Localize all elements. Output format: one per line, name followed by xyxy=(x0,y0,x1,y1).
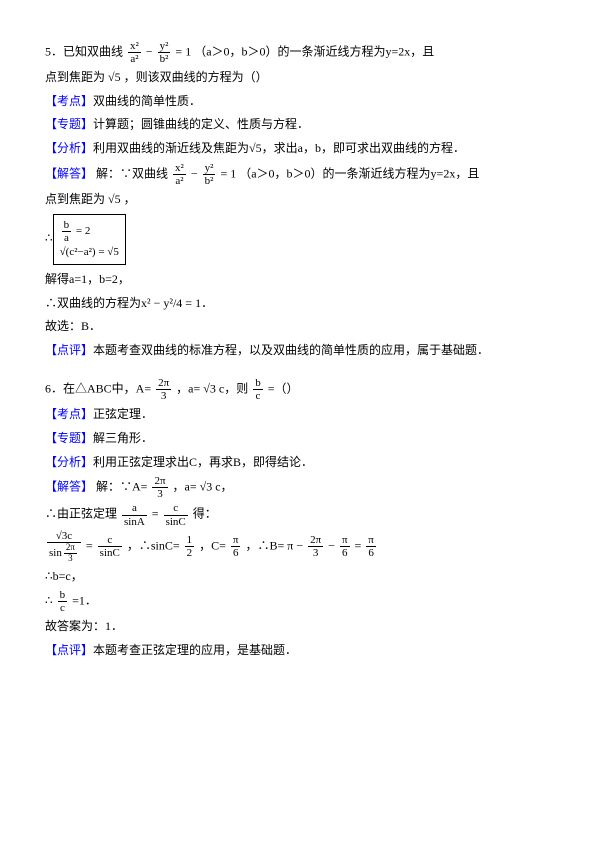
minus: − xyxy=(146,44,153,58)
box-line2: √(c²−a²) = √5 xyxy=(60,245,119,260)
dianping-1: 【点评】本题考查双曲线的标准方程，以及双曲线的简单性质的应用，属于基础题． xyxy=(45,340,550,362)
sqrt5: √5 xyxy=(108,70,121,84)
frac-mid: csinC xyxy=(98,534,122,559)
q5-suffix: （a＞0，b＞0）的一条渐近线方程为y=2x，且 xyxy=(194,44,434,58)
solve-line: 解得a=1，b=2， xyxy=(45,269,550,291)
eq1: = 1 xyxy=(175,44,191,58)
frac-bc-final: bc xyxy=(58,589,68,614)
q5-line2: 点到焦距为 √5 ，则该双曲线的方程为（） xyxy=(45,67,550,89)
choose-line: 故选：B． xyxy=(45,316,550,338)
frac-2pi3-c: 2π3 xyxy=(308,534,323,559)
frac-2pi3: 2π3 xyxy=(156,377,171,402)
ratio-line: ∴ bc =1． xyxy=(45,589,550,614)
q6-line: 6．在△ABC中，A= 2π3 ，a= √3 c，则 bc =（） xyxy=(45,377,550,402)
q5-line1: 5．已知双曲线 x²a² − y²b² = 1 （a＞0，b＞0）的一条渐近线方… xyxy=(45,40,550,65)
q5-prefix: 5．已知双曲线 xyxy=(45,44,123,58)
box-line1: ba = 2 xyxy=(60,219,119,244)
frac-y2b2: y²b² xyxy=(158,40,171,65)
frac-2pi3-b: 2π3 xyxy=(152,475,167,500)
jieda-1: 【解答】 解：∵双曲线 x²a² − y²b² = 1 （a＞0，b＞0）的一条… xyxy=(45,162,550,187)
bc-line: ∴b=c， xyxy=(45,566,550,588)
fenxi-1: 【分析】利用双曲线的渐近线及焦距为√5，求出a，b，即可求出双曲线的方程． xyxy=(45,138,550,160)
frac-y2b2-b: y²b² xyxy=(203,162,216,187)
sine-rule-line: ∴由正弦定理 asinA = csinC 得： xyxy=(45,502,550,527)
frac-bc: bc xyxy=(253,377,263,402)
dianping-2: 【点评】本题考查正弦定理的应用，是基础题． xyxy=(45,640,550,662)
frac-lhs: √3c sin2π3 xyxy=(47,530,81,564)
frac-pi6-b: π6 xyxy=(340,534,350,559)
frac-half: 12 xyxy=(185,534,195,559)
jieda-1b: 点到焦距为 √5 ， xyxy=(45,189,550,211)
equation-system: ba = 2 √(c²−a²) = √5 xyxy=(53,214,126,265)
system-box: ∴ ba = 2 √(c²−a²) = √5 xyxy=(45,212,550,267)
ans2-line: 故答案为：1． xyxy=(45,616,550,638)
frac-pi6-c: π6 xyxy=(366,534,376,559)
kaodian-1: 【考点】双曲线的简单性质． xyxy=(45,91,550,113)
calc-line: √3c sin2π3 = csinC ，∴sinC= 12 ，C= π6 ，∴B… xyxy=(45,530,550,564)
frac-c-sinC: csinC xyxy=(164,502,188,527)
result-line: ∴双曲线的方程为x² − y²/4 = 1． xyxy=(45,293,550,315)
frac-x2a2: x²a² xyxy=(128,40,141,65)
zhuanti-2: 【专题】解三角形． xyxy=(45,428,550,450)
frac-a-sinA: asinA xyxy=(122,502,147,527)
fenxi-2: 【分析】利用正弦定理求出C，再求B，即得结论． xyxy=(45,452,550,474)
kaodian-2: 【考点】正弦定理． xyxy=(45,404,550,426)
zhuanti-1: 【专题】计算题；圆锥曲线的定义、性质与方程． xyxy=(45,114,550,136)
frac-pi6: π6 xyxy=(231,534,241,559)
frac-x2a2-b: x²a² xyxy=(173,162,186,187)
jieda-2: 【解答】 解：∵A= 2π3 ，a= √3 c， xyxy=(45,475,550,500)
